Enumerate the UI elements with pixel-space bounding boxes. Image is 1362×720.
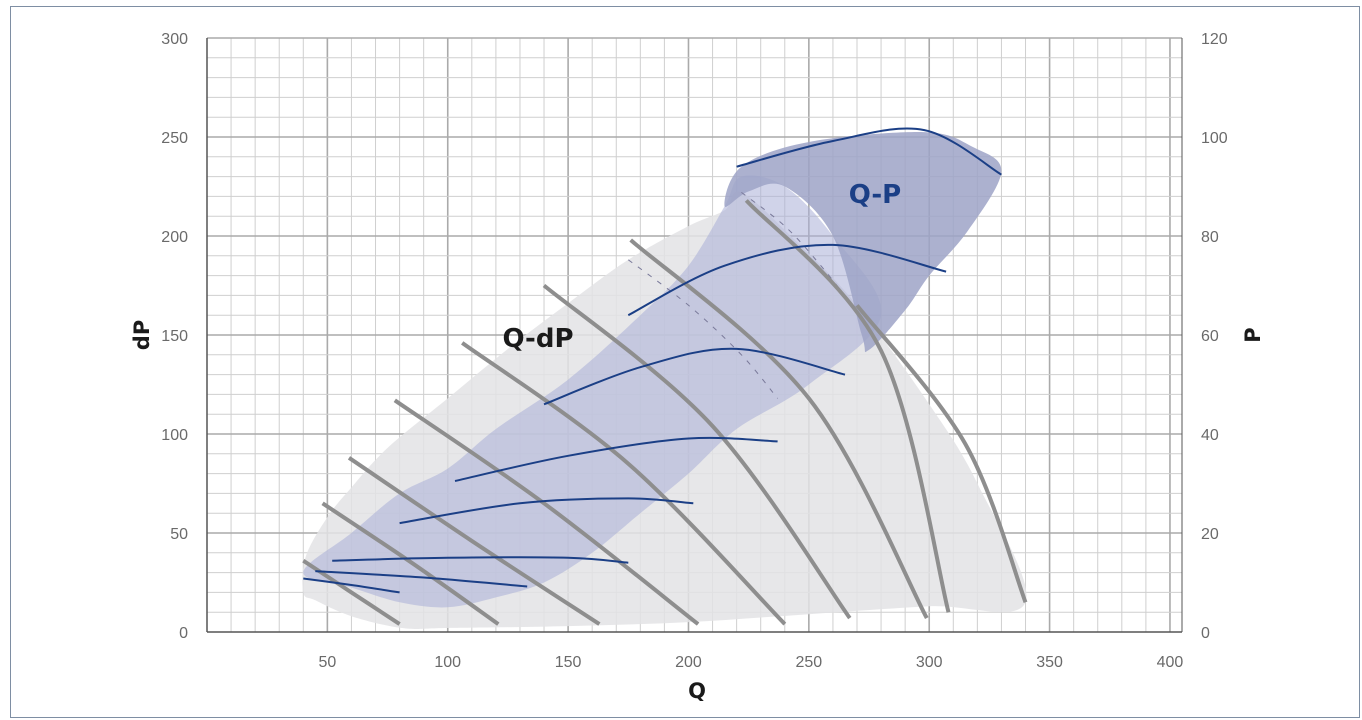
axes xyxy=(206,38,1183,633)
y-tick-label: 50 xyxy=(170,526,188,543)
dp-curve xyxy=(629,238,929,620)
x-tick-label: 250 xyxy=(796,654,823,671)
dp-curve xyxy=(855,304,1028,604)
p-curve xyxy=(315,570,528,588)
dp-curve xyxy=(321,501,500,626)
p-curves xyxy=(303,127,1002,594)
y-tick-label: 0 xyxy=(179,625,188,642)
y-tick-label: 150 xyxy=(161,328,188,345)
region-label-p: Q-P xyxy=(849,180,901,210)
dp-curve xyxy=(744,199,951,613)
dp-curve xyxy=(542,283,852,620)
x-axis-label: Q xyxy=(688,679,706,703)
y2-tick-label: 20 xyxy=(1201,526,1219,543)
y2-tick-label: 40 xyxy=(1201,427,1219,444)
y2-tick-label: 0 xyxy=(1201,625,1210,642)
p-curve xyxy=(303,577,400,594)
envelope-dash-trace xyxy=(741,192,853,306)
region-label-dp: Q-dP xyxy=(502,324,573,354)
y2-tick-label: 100 xyxy=(1201,130,1228,147)
y2-tick-label: 60 xyxy=(1201,328,1219,345)
y2-tick-label: 120 xyxy=(1201,31,1228,48)
y-tick-label: 250 xyxy=(161,130,188,147)
y-tick-label: 200 xyxy=(161,229,188,246)
dp-curve xyxy=(393,398,700,626)
dp-curve xyxy=(461,341,787,626)
x-tick-label: 400 xyxy=(1157,654,1184,671)
dp-curves xyxy=(302,199,1028,626)
p-curve xyxy=(332,556,629,564)
envelope-dash-trace xyxy=(628,259,778,399)
y2-axis-label: P xyxy=(1241,327,1265,342)
p-operating-envelope xyxy=(303,175,882,608)
p-curve xyxy=(543,347,846,406)
p-curve xyxy=(627,243,947,317)
y-tick-label: 100 xyxy=(161,427,188,444)
p-upper-region xyxy=(724,131,1002,353)
envelope-areas xyxy=(302,131,1027,629)
dp-curve xyxy=(302,559,401,626)
x-tick-label: 100 xyxy=(434,654,461,671)
tick-labels: 50 100 150 200 250 300 350 40005010015020025030… xyxy=(161,31,1228,671)
x-tick-label: 50 xyxy=(318,654,336,671)
x-tick-label: 350 xyxy=(1036,654,1063,671)
p-curve xyxy=(454,436,778,482)
x-tick-label: 200 xyxy=(675,654,702,671)
y-tick-label: 300 xyxy=(161,31,188,48)
p-curve xyxy=(736,127,1002,176)
p-curve xyxy=(399,497,694,525)
y-axis-label: dP xyxy=(130,320,154,350)
y2-tick-label: 80 xyxy=(1201,229,1219,246)
dp-curve xyxy=(347,456,601,626)
x-tick-label: 300 xyxy=(916,654,943,671)
x-tick-label: 150 xyxy=(555,654,582,671)
